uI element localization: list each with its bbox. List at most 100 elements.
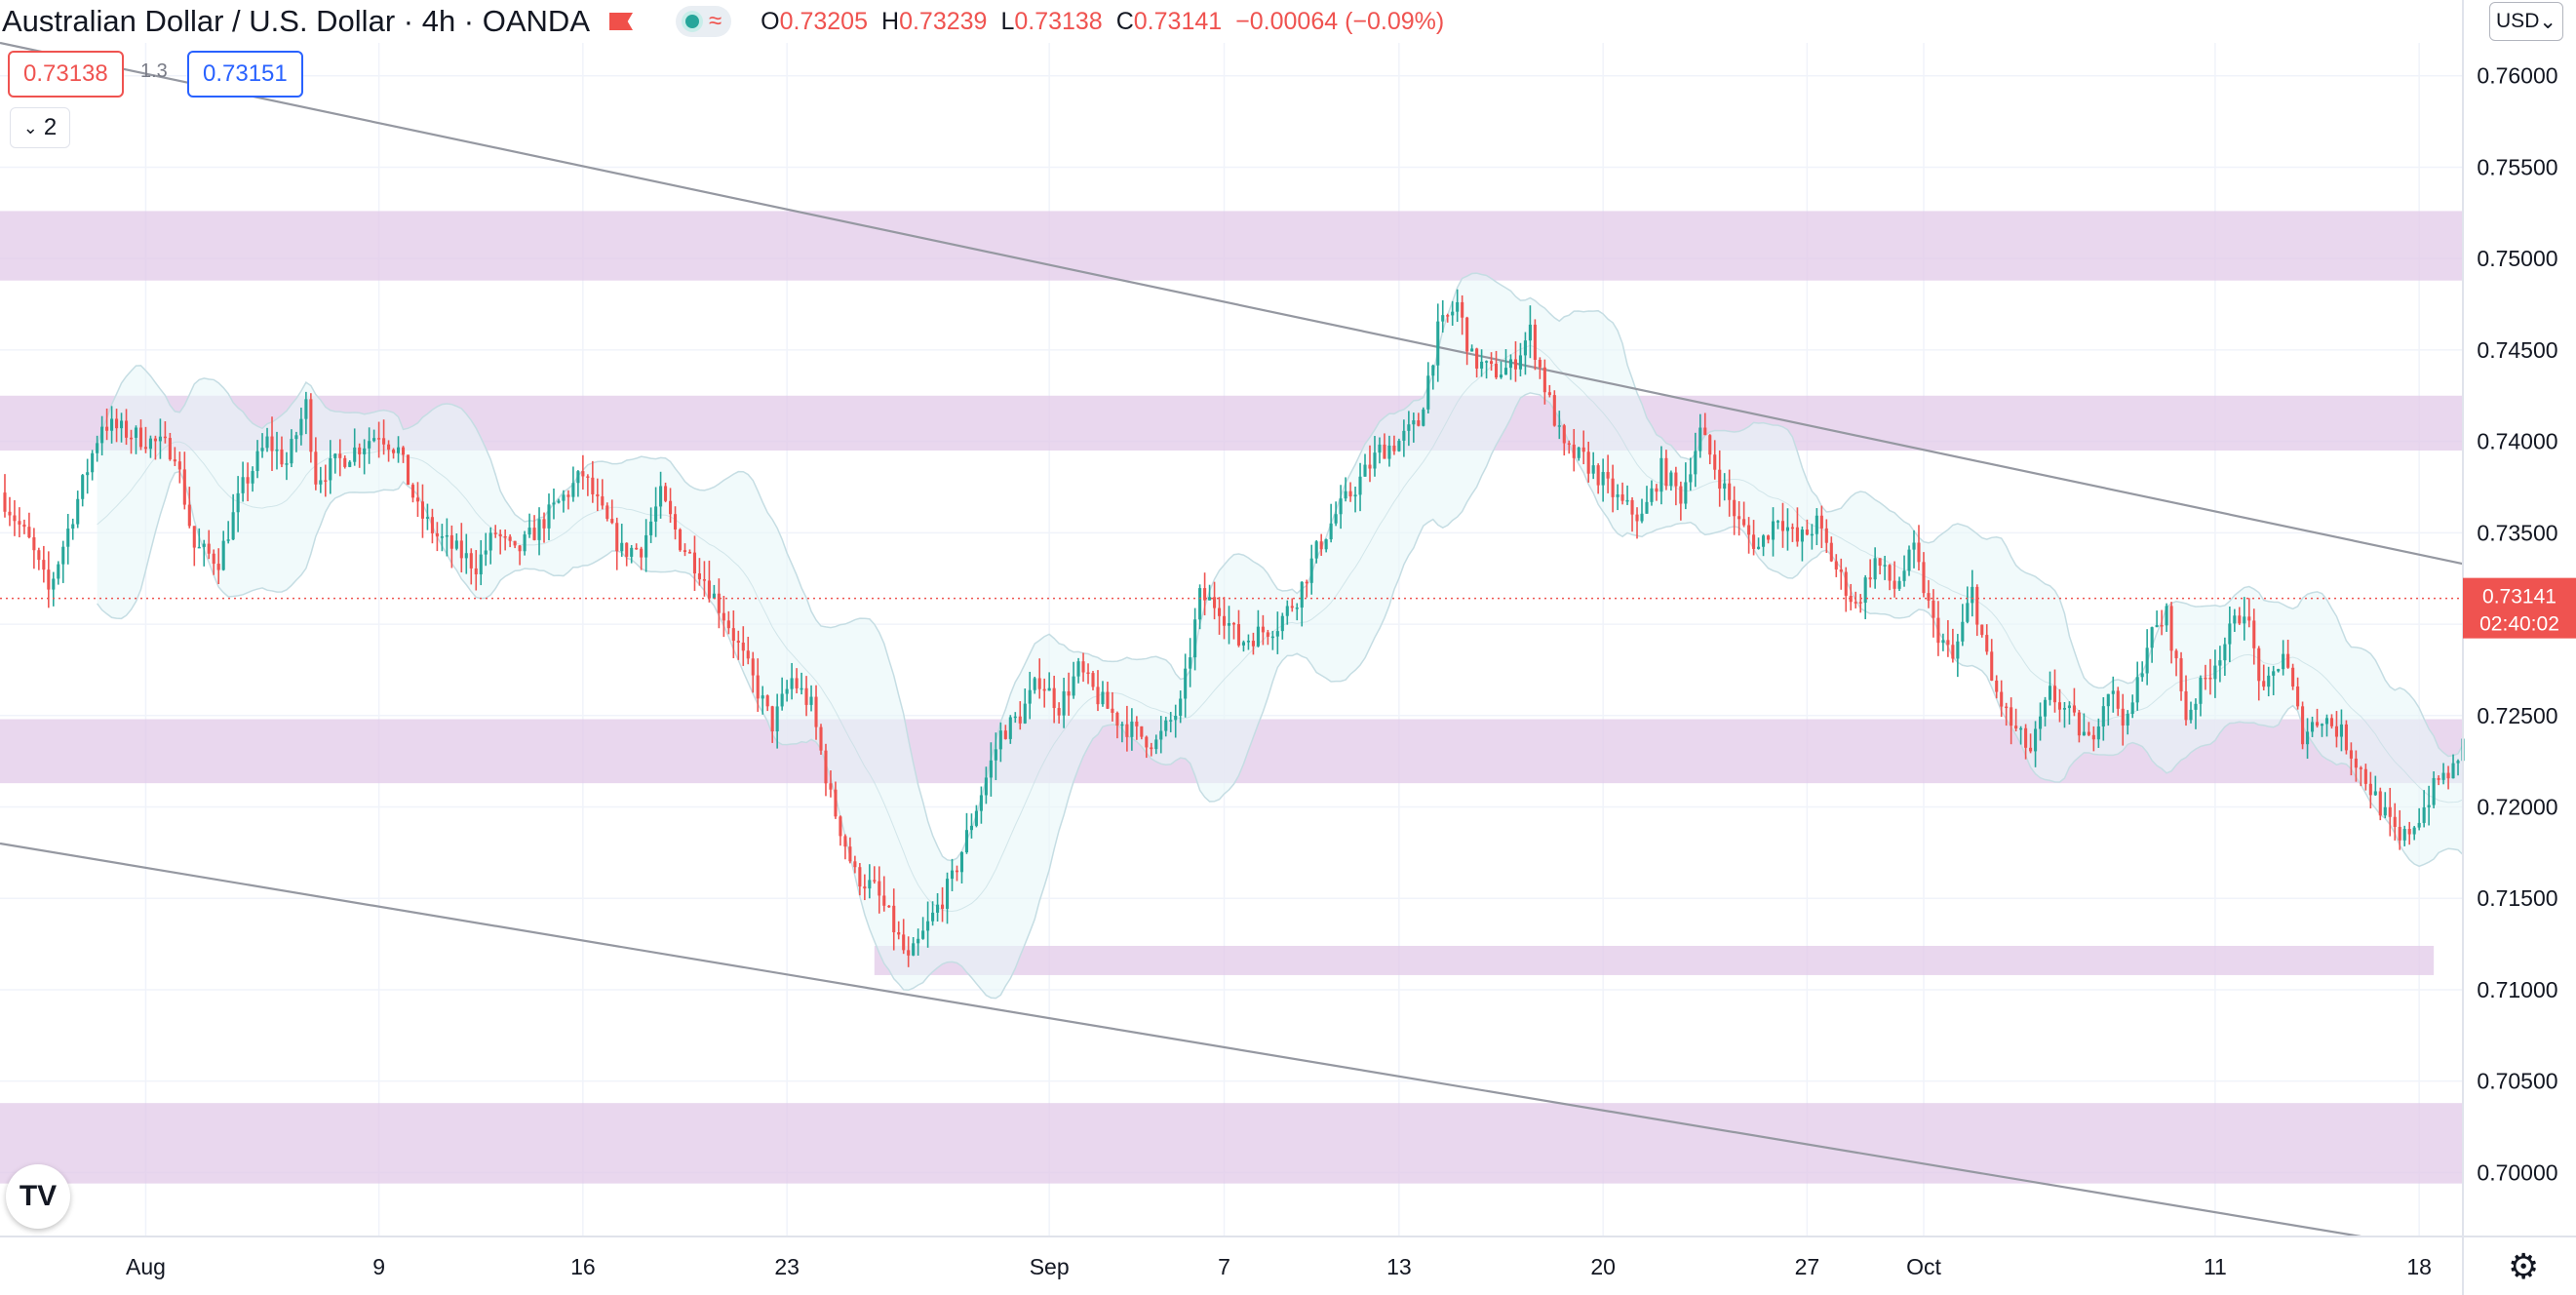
candle-body [1441, 315, 1445, 322]
candle-body [430, 517, 434, 533]
candle-body [2233, 615, 2237, 624]
candle-body [410, 485, 415, 498]
candle-body [2116, 690, 2120, 709]
candle-body [192, 526, 196, 548]
candle-body [1295, 608, 1299, 609]
price-badge-price: 0.73141 [2482, 586, 2556, 608]
candle-body [1863, 577, 1867, 604]
candle-body [1261, 626, 1265, 633]
candle-body [1780, 521, 1785, 531]
candle-body [449, 534, 453, 549]
candle-body [138, 427, 143, 448]
candle-body [1640, 513, 1644, 522]
candle-body [1708, 435, 1712, 455]
candle-body [926, 921, 930, 931]
bollinger-upper-line [96, 272, 2464, 862]
candle-body [158, 436, 162, 442]
sell-button[interactable]: 0.73138 [8, 51, 124, 98]
candle-body [591, 477, 595, 494]
candle-body [1858, 602, 1862, 604]
candle-body [1470, 348, 1474, 352]
indicator-wave-icon: ≈ [709, 8, 722, 34]
candle-body [542, 519, 546, 529]
currency-button[interactable]: USD ⌄ [2489, 2, 2563, 41]
candle-body [1771, 521, 1776, 540]
x-tick-label: 13 [1386, 1254, 1412, 1279]
x-tick-label: 20 [1590, 1254, 1616, 1279]
candle-body [1927, 593, 1931, 601]
candle-body [1713, 454, 1717, 470]
candle-body [129, 437, 134, 440]
candle-body [839, 816, 842, 837]
bollinger-band-fill [97, 273, 2463, 999]
candle-body [1659, 457, 1663, 492]
candle-body [2277, 669, 2281, 672]
candle-body [226, 539, 230, 541]
candle-body [2247, 616, 2251, 621]
candle-body [562, 494, 566, 501]
candle-body [1028, 689, 1032, 704]
candle-body [1752, 534, 1756, 549]
flag-icon[interactable] [609, 13, 633, 30]
candle-body [1285, 606, 1289, 616]
candle-body [1961, 621, 1965, 642]
symbol-title[interactable]: Australian Dollar / U.S. Dollar · 4h · O… [2, 4, 590, 38]
candle-body [1620, 494, 1624, 501]
candle-body [1533, 324, 1537, 360]
candle-body [751, 658, 755, 676]
candle-body [843, 836, 847, 847]
candle-body [1067, 690, 1071, 696]
candle-body [241, 477, 245, 493]
y-tick-label: 0.72500 [2477, 703, 2557, 728]
candle-body [2306, 731, 2310, 745]
candle-body [1485, 361, 1489, 363]
candle-body [1611, 478, 1615, 497]
candle-body [1577, 447, 1581, 458]
candle-body [1897, 580, 1901, 589]
candle-body [294, 435, 298, 440]
candle-body [115, 418, 119, 429]
candle-body [1572, 444, 1576, 458]
candle-body [1373, 452, 1377, 469]
candle-body [2204, 677, 2207, 680]
candle-body [1378, 444, 1382, 453]
candle-body [1096, 687, 1100, 705]
tradingview-logo-icon[interactable]: TV [6, 1164, 70, 1229]
gear-icon[interactable]: ⚙ [2508, 1246, 2540, 1286]
candle-body [1591, 465, 1595, 474]
candle-body [1630, 499, 1634, 515]
candle-body [479, 554, 483, 574]
candles [3, 289, 2465, 967]
status-pill[interactable]: ≈ [676, 6, 732, 37]
candle-body [1407, 424, 1411, 431]
candle-body [2111, 690, 2115, 694]
candle-body [1616, 494, 1620, 497]
candle-body [1586, 451, 1590, 474]
candle-body [1184, 668, 1188, 699]
candle-body [1057, 708, 1061, 716]
candle-body [610, 519, 614, 524]
candle-body [324, 480, 328, 482]
candle-body [1081, 661, 1085, 673]
candle-body [2000, 691, 2004, 707]
candle-body [892, 905, 896, 933]
candle-body [566, 494, 570, 497]
layers-toggle-button[interactable]: ⌄ 2 [10, 107, 70, 148]
candle-body [1062, 690, 1066, 716]
candle-body [1946, 640, 1950, 646]
candle-body [2208, 677, 2212, 680]
candle-body [2320, 724, 2324, 726]
candle-body [2349, 750, 2353, 759]
candle-body [1785, 527, 1790, 531]
candle-body [770, 706, 774, 732]
buy-button[interactable]: 0.73151 [187, 51, 303, 98]
x-tick-label: 16 [570, 1254, 596, 1279]
candle-body [2311, 722, 2315, 732]
candle-body [513, 540, 517, 546]
candle-body [2282, 653, 2285, 670]
y-tick-label: 0.76000 [2477, 63, 2557, 89]
candle-body [1203, 588, 1207, 601]
candle-body [406, 454, 410, 486]
candle-body [955, 870, 959, 873]
